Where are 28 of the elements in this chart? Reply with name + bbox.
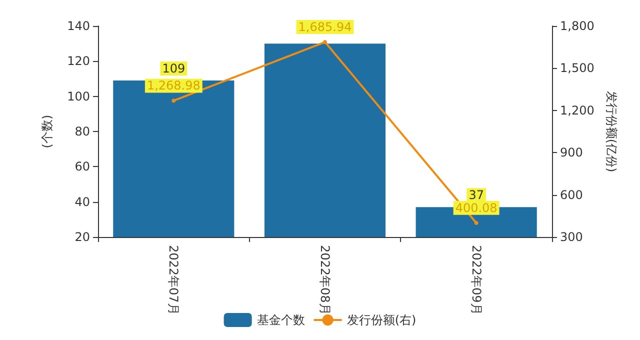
point	[172, 98, 176, 103]
x-tick-label: 2022年09月	[469, 245, 484, 315]
x-tick-label: 2022年07月	[166, 245, 181, 315]
y-tick-label: 100	[67, 89, 90, 104]
y2-tick-label: 1,800	[560, 19, 594, 33]
y-tick-label: 40	[74, 194, 90, 209]
point	[474, 220, 478, 225]
data-label: 109	[162, 62, 186, 76]
point	[323, 40, 327, 44]
data-label: 1,268.98	[146, 78, 200, 93]
y-tick-label: 80	[74, 124, 90, 138]
y-tick-label: 120	[67, 54, 90, 68]
x-tick-label: 2022年08月	[318, 245, 332, 315]
y2-tick-label: 1,200	[560, 103, 594, 118]
y-axis-title: (个数)	[40, 114, 54, 148]
legend-label: 基金个数	[256, 313, 305, 327]
y2-axis-title: 发行份额(亿份)	[604, 90, 618, 172]
y2-tick-label: 600	[560, 188, 583, 202]
y2-tick-label: 300	[560, 230, 583, 244]
y-tick-label: 140	[67, 19, 90, 33]
legend-label: 发行份额(右)	[346, 313, 416, 327]
y2-tick-label: 1,500	[560, 61, 594, 76]
y2-tick-label: 900	[560, 146, 583, 160]
data-label: 1,685.94	[298, 20, 352, 34]
y-tick-label: 20	[74, 230, 90, 244]
data-label: 37	[468, 188, 484, 202]
y-tick-label: 60	[74, 160, 90, 174]
data-label: 400.08	[455, 200, 498, 215]
